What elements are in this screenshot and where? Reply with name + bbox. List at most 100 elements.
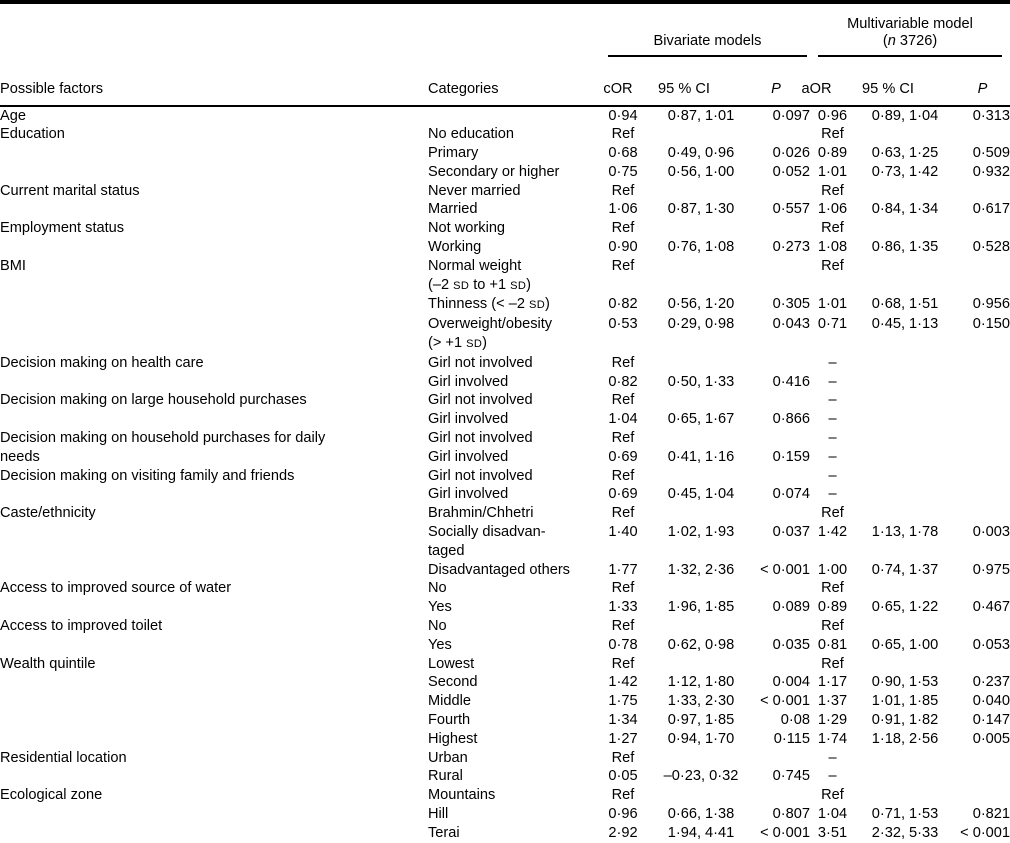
p-multivariable-cell: 0·821 xyxy=(972,805,1010,822)
cor-cell: 1·40 xyxy=(608,524,638,541)
factor-cell: Access to improved toilet xyxy=(0,618,163,635)
table-row: Education No education Ref Ref xyxy=(0,125,1010,144)
ci-bivariate-cell: 0·76, 1·08 xyxy=(667,239,735,256)
p-multivariable-cell xyxy=(955,448,1010,467)
p-multivariable-cell: 0·147 xyxy=(972,712,1010,728)
ci-multivariable-cell xyxy=(855,485,955,504)
aor-cell: 1·01 xyxy=(817,296,848,313)
ci-multivariable-cell xyxy=(855,579,955,598)
p-multivariable-cell xyxy=(955,219,1010,238)
ci-multivariable-cell xyxy=(855,655,955,674)
p-bivariate-cell xyxy=(754,219,810,238)
p-multivariable-cell: 0·932 xyxy=(972,163,1010,180)
aor-cell: – xyxy=(828,354,837,371)
ci-bivariate-cell xyxy=(648,257,754,276)
cor-cell xyxy=(598,334,648,354)
aor-cell: – xyxy=(828,749,837,766)
cor-cell: 0·94 xyxy=(608,107,638,124)
cor-cell: 1·34 xyxy=(608,712,638,728)
ci-multivariable-cell xyxy=(855,786,955,805)
category-cell: Primary xyxy=(428,145,479,162)
category-cell: Rural xyxy=(428,768,463,785)
factor-cell xyxy=(0,711,428,730)
bivariate-underline: Bivariate models xyxy=(608,33,807,57)
table-row: Married 1·06 0·87, 1·30 0·557 1·06 0·84, 1·34… xyxy=(0,200,1010,219)
ci-bivariate-cell: 0·50, 1·33 xyxy=(667,373,735,390)
ci-bivariate-cell: 1·94, 4·41 xyxy=(667,824,735,841)
factor-cell xyxy=(0,673,428,692)
ci-bivariate-cell: 1·33, 2·30 xyxy=(667,693,735,710)
cor-cell: 1·77 xyxy=(608,561,638,578)
category-cell: Yes xyxy=(428,636,452,653)
ci-multivariable-cell xyxy=(855,334,955,354)
aor-cell: 1·08 xyxy=(817,239,848,256)
p-multivariable-cell xyxy=(955,579,1010,598)
p-bivariate-cell: 0·557 xyxy=(772,201,810,218)
table-row: Primary 0·68 0·49, 0·96 0·026 0·89 0·63, 1·25… xyxy=(0,144,1010,163)
aor-cell: 0·96 xyxy=(817,107,848,124)
table-row: Employment status Not working Ref Ref xyxy=(0,219,1010,238)
category-cell: (–2 SD to +1 SD) xyxy=(428,276,532,293)
p-bivariate-cell: < 0·001 xyxy=(760,561,810,578)
ci-multivariable-cell xyxy=(855,504,955,523)
aor-cell: 0·81 xyxy=(817,636,848,653)
aor-cell: – xyxy=(828,430,837,447)
p-bivariate-cell: 0·035 xyxy=(772,636,810,653)
aor-cell: 1·74 xyxy=(817,730,848,747)
ci-multivariable-cell: 0·68, 1·51 xyxy=(871,296,939,313)
p-bivariate-cell xyxy=(754,125,810,144)
table-row: Current marital status Never married Ref Re… xyxy=(0,182,1010,201)
p-bivariate-cell: < 0·001 xyxy=(760,693,810,710)
ci-multivariable-cell xyxy=(855,373,955,392)
factor-cell xyxy=(0,163,428,182)
table-body: Age 0·94 0·87, 1·01 0·097 0·96 0·89, 1·04 0·31… xyxy=(0,106,1010,843)
p-multivariable-cell: 0·467 xyxy=(972,599,1010,616)
ci-bivariate-cell xyxy=(648,182,754,201)
col-header-ci-bivariate: 95 % CI xyxy=(631,56,737,107)
ci-multivariable-cell: 1·01, 1·85 xyxy=(871,693,939,710)
aor-cell: Ref xyxy=(821,580,844,597)
p-bivariate-cell: 0·043 xyxy=(772,316,810,333)
p-bivariate-cell xyxy=(754,257,810,276)
aor-cell: – xyxy=(828,768,837,785)
factor-cell xyxy=(0,636,428,655)
ci-bivariate-cell: 0·97, 1·85 xyxy=(667,712,735,728)
p-multivariable-cell xyxy=(955,334,1010,354)
ci-multivariable-cell xyxy=(855,429,955,448)
table-row: Socially disadvan- 1·40 1·02, 1·93 0·037 1·4… xyxy=(0,523,1010,542)
p-multivariable-cell: 0·150 xyxy=(972,316,1010,333)
aor-cell xyxy=(810,334,855,354)
p-bivariate-cell: 0·866 xyxy=(772,411,810,428)
table-row: Disadvantaged others 1·77 1·32, 2·36 < 0·00… xyxy=(0,561,1010,580)
cor-cell: Ref xyxy=(611,655,635,672)
p-multivariable-cell xyxy=(955,410,1010,429)
ci-multivariable-cell xyxy=(855,391,955,410)
cor-cell: 0·75 xyxy=(608,163,638,180)
category-cell: Brahmin/Chhetri xyxy=(428,505,534,522)
mv-n-rest: 3726) xyxy=(895,33,938,49)
category-cell: Yes xyxy=(428,599,452,616)
factor-cell xyxy=(0,767,428,786)
table-row: Access to improved source of water No Ref R… xyxy=(0,579,1010,598)
aor-cell: Ref xyxy=(821,220,844,237)
p-multivariable-cell: 0·528 xyxy=(972,239,1010,256)
aor-cell: 1·42 xyxy=(817,524,848,541)
multivariable-group-label-line1: Multivariable model xyxy=(847,15,973,32)
aor-cell: 1·01 xyxy=(817,163,848,180)
table-row: Working 0·90 0·76, 1·08 0·273 1·08 0·86, 1·35… xyxy=(0,238,1010,257)
ci-bivariate-cell: 0·62, 0·98 xyxy=(667,636,735,653)
factor-cell xyxy=(0,410,428,429)
cor-cell: 1·06 xyxy=(608,201,638,218)
factor-cell xyxy=(0,276,428,296)
factor-cell xyxy=(0,485,428,504)
p-bivariate-cell xyxy=(754,354,810,373)
bivariate-group-label: Bivariate models xyxy=(653,33,762,49)
ci-bivariate-cell: 0·29, 0·98 xyxy=(667,316,735,333)
category-cell: Working xyxy=(428,239,482,256)
factor-cell xyxy=(0,200,428,219)
cor-cell xyxy=(598,542,648,561)
p-bivariate-cell xyxy=(754,655,810,674)
category-cell: Second xyxy=(428,674,478,691)
table-row: Secondary or higher 0·75 0·56, 1·00 0·052 1·… xyxy=(0,163,1010,182)
